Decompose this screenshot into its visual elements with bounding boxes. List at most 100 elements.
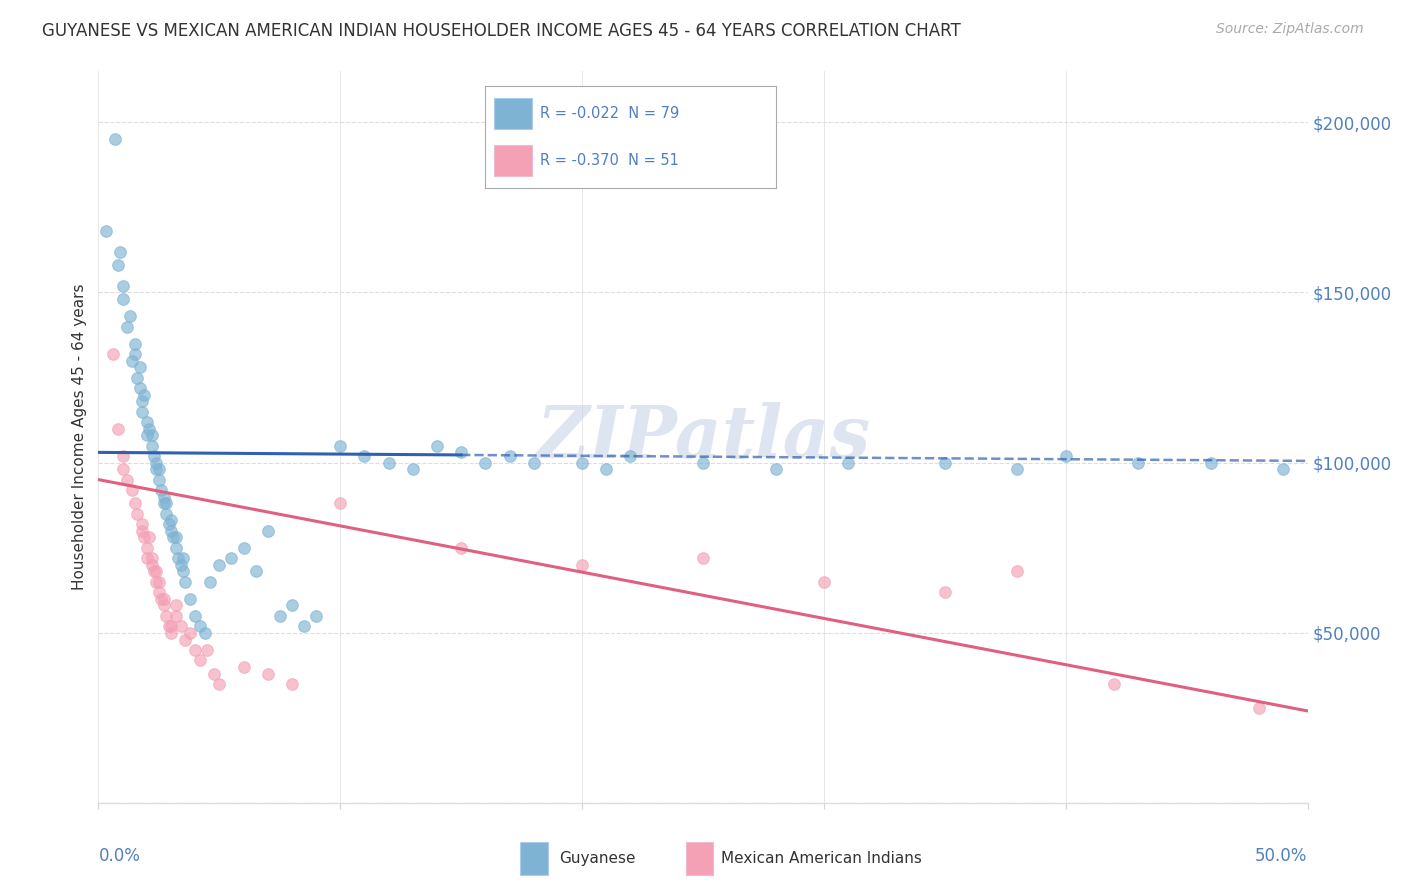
Point — [148, 585, 170, 599]
Point — [165, 541, 187, 555]
Point — [1199, 456, 1222, 470]
Point — [145, 462, 167, 476]
Text: ZIPatlas: ZIPatlas — [536, 401, 870, 473]
Point — [111, 293, 134, 307]
Point — [134, 387, 156, 401]
Point — [121, 353, 143, 368]
Point — [131, 404, 153, 418]
Point — [143, 449, 166, 463]
Point — [232, 541, 254, 555]
Point — [155, 507, 177, 521]
Point — [145, 456, 167, 470]
Point — [692, 456, 714, 470]
Point — [148, 574, 170, 589]
Y-axis label: Householder Income Ages 45 - 64 years: Householder Income Ages 45 - 64 years — [72, 284, 87, 591]
Point — [204, 666, 226, 681]
Point — [121, 483, 143, 497]
Point — [152, 591, 174, 606]
Text: 0.0%: 0.0% — [98, 847, 141, 864]
Point — [256, 524, 278, 538]
Point — [104, 132, 127, 146]
Point — [135, 428, 157, 442]
Point — [165, 608, 187, 623]
Point — [135, 541, 157, 555]
Point — [165, 531, 187, 545]
Point — [135, 415, 157, 429]
Point — [179, 591, 201, 606]
Point — [157, 516, 180, 531]
Point — [281, 599, 304, 613]
Point — [474, 456, 496, 470]
Point — [160, 513, 183, 527]
Point — [619, 449, 641, 463]
Point — [1249, 700, 1271, 714]
Point — [124, 496, 146, 510]
Point — [426, 439, 449, 453]
Point — [152, 490, 174, 504]
Point — [138, 531, 160, 545]
Point — [174, 632, 197, 647]
Point — [571, 558, 593, 572]
Point — [124, 336, 146, 351]
Point — [188, 619, 211, 633]
Text: Mexican American Indians: Mexican American Indians — [721, 851, 922, 866]
Point — [107, 421, 129, 435]
Point — [111, 449, 134, 463]
Point — [131, 524, 153, 538]
Point — [111, 462, 134, 476]
Point — [160, 625, 183, 640]
Point — [450, 541, 472, 555]
Point — [141, 558, 163, 572]
Point — [292, 619, 315, 633]
Point — [127, 370, 149, 384]
Point — [1272, 462, 1295, 476]
Point — [165, 599, 187, 613]
Point — [1102, 677, 1125, 691]
Point — [117, 473, 139, 487]
Point — [152, 599, 174, 613]
Text: Guyanese: Guyanese — [560, 851, 636, 866]
Bar — [520, 842, 548, 874]
Point — [172, 565, 194, 579]
Point — [169, 558, 191, 572]
Point — [208, 558, 231, 572]
Point — [837, 456, 859, 470]
Point — [134, 531, 156, 545]
Point — [131, 516, 153, 531]
Point — [934, 585, 956, 599]
Point — [145, 574, 167, 589]
Point — [377, 456, 399, 470]
Point — [111, 278, 134, 293]
Point — [127, 507, 149, 521]
Point — [184, 608, 207, 623]
Point — [402, 462, 425, 476]
Point — [221, 550, 243, 565]
Point — [174, 574, 197, 589]
Point — [131, 394, 153, 409]
Point — [595, 462, 617, 476]
Point — [157, 619, 180, 633]
Point — [179, 625, 201, 640]
Point — [155, 496, 177, 510]
Point — [692, 550, 714, 565]
Point — [498, 449, 520, 463]
Point — [208, 677, 231, 691]
Point — [172, 550, 194, 565]
Point — [167, 550, 190, 565]
Point — [232, 659, 254, 673]
Point — [145, 565, 167, 579]
Point — [195, 642, 218, 657]
Point — [141, 428, 163, 442]
Point — [450, 445, 472, 459]
Point — [256, 666, 278, 681]
Point — [245, 565, 267, 579]
Point — [150, 483, 173, 497]
Point — [141, 439, 163, 453]
Point — [1007, 462, 1029, 476]
Point — [128, 360, 150, 375]
Point — [305, 608, 328, 623]
Point — [523, 456, 546, 470]
Point — [128, 381, 150, 395]
Point — [143, 565, 166, 579]
Point — [117, 319, 139, 334]
